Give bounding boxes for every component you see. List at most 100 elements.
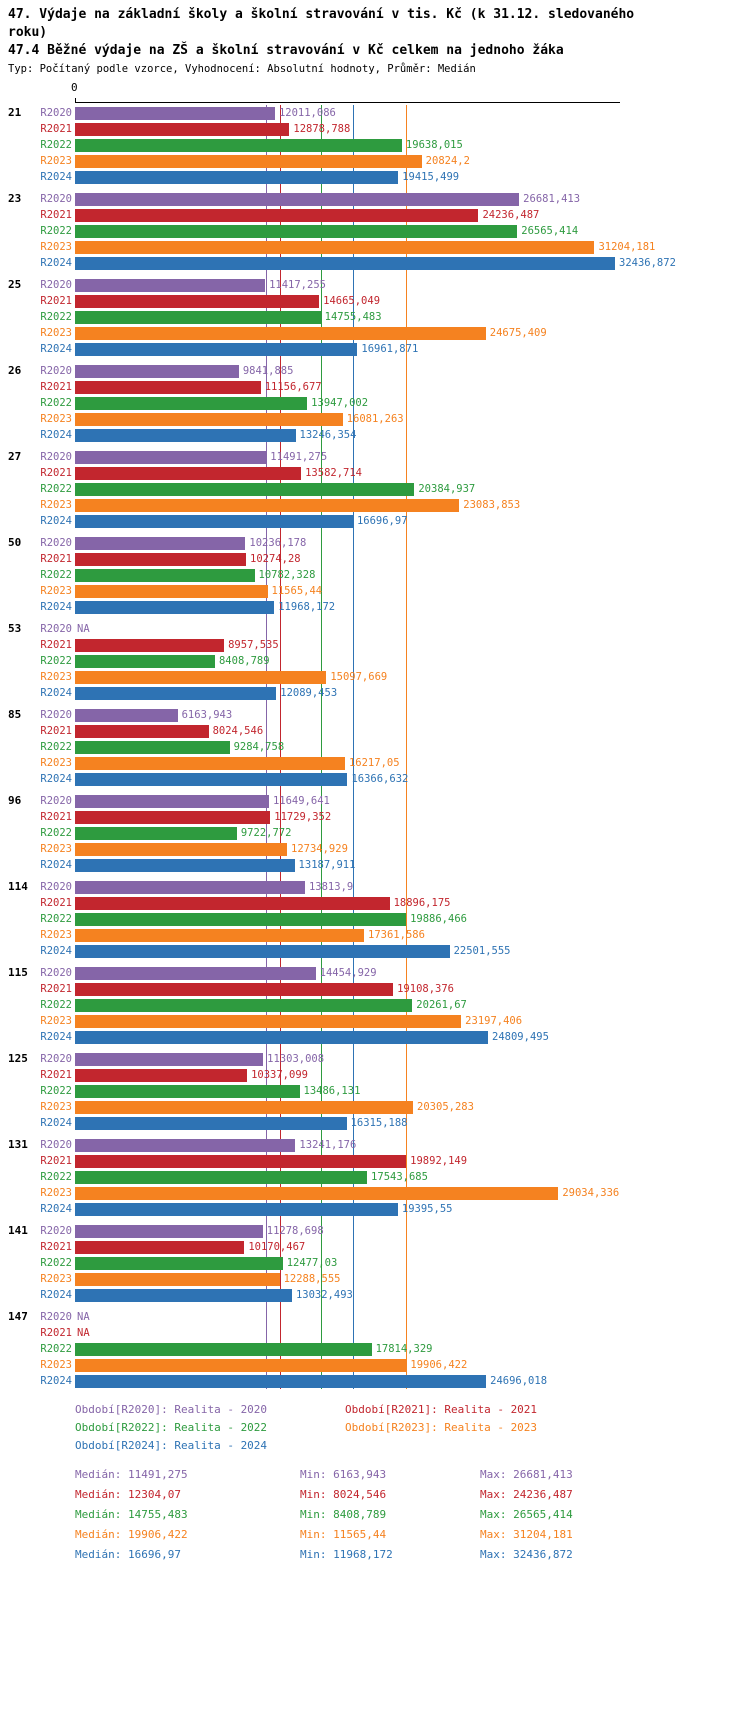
series-year-label: R2024 bbox=[40, 1117, 72, 1129]
bar-value-label: 26681,413 bbox=[523, 193, 581, 205]
bar-141-r2020 bbox=[75, 1224, 263, 1238]
group-label: 141 bbox=[8, 1224, 28, 1237]
bar-value-label: 9722,772 bbox=[240, 827, 292, 839]
bar-row: R2020 11278,698 bbox=[0, 1223, 750, 1239]
series-year-label: R2020 bbox=[40, 1139, 72, 1151]
bar-row: R2023 16081,263 bbox=[0, 411, 750, 427]
group-label: 26 bbox=[8, 364, 22, 377]
bar-row: R2022 20261,67 bbox=[0, 997, 750, 1013]
bar-row: R2023 20305,283 bbox=[0, 1099, 750, 1115]
bar-125-r2021 bbox=[75, 1068, 248, 1082]
bar-row: R2024 11968,172 bbox=[0, 599, 750, 615]
bar-23-r2022 bbox=[75, 224, 518, 238]
bar-row: R2022 9284,758 bbox=[0, 739, 750, 755]
bar-row: R2022 20384,937 bbox=[0, 481, 750, 497]
bar-85-r2020 bbox=[75, 708, 178, 722]
bar-value-label: 14665,049 bbox=[323, 295, 381, 307]
stat-max: Max: 24236,487 bbox=[480, 1488, 573, 1501]
bar-row: R2021 10170,467 bbox=[0, 1239, 750, 1255]
bar-27-r2024 bbox=[75, 514, 353, 528]
bar-row: R2023 17361,586 bbox=[0, 927, 750, 943]
axis-origin-label: 0 bbox=[71, 81, 78, 94]
bar-row: R2021 11729,352 bbox=[0, 809, 750, 825]
bar-27-r2022 bbox=[75, 482, 415, 496]
bar-row: R2021 24236,487 bbox=[0, 207, 750, 223]
bar-row: R2021 10337,099 bbox=[0, 1067, 750, 1083]
bar-row: R2022 19638,015 bbox=[0, 137, 750, 153]
bar-value-label: 8024,546 bbox=[212, 725, 264, 737]
legend: Období[R2020]: Realita - 2020 Období[R202… bbox=[75, 1403, 750, 1453]
series-year-label: R2022 bbox=[40, 655, 72, 667]
series-year-label: R2024 bbox=[40, 859, 72, 871]
bar-value-label: 11303,008 bbox=[267, 1053, 325, 1065]
group-label: 27 bbox=[8, 450, 22, 463]
series-year-label: R2021 bbox=[40, 123, 72, 135]
series-year-label: R2022 bbox=[40, 1257, 72, 1269]
bar-114-r2024 bbox=[75, 944, 450, 958]
series-year-label: R2023 bbox=[40, 671, 72, 683]
series-year-label: R2020 bbox=[40, 623, 72, 635]
series-year-label: R2022 bbox=[40, 397, 72, 409]
bar-row: R2021 12878,788 bbox=[0, 121, 750, 137]
series-year-label: R2024 bbox=[40, 945, 72, 957]
series-year-label: R2022 bbox=[40, 1085, 72, 1097]
series-year-label: R2023 bbox=[40, 241, 72, 253]
bar-value-label: 13486,131 bbox=[303, 1085, 361, 1097]
bar-21-r2023 bbox=[75, 154, 422, 168]
bar-group-125: 125 R2020 11303,008 R2021 10337,099 R2022 1348… bbox=[0, 1051, 750, 1131]
bar-114-r2023 bbox=[75, 928, 365, 942]
bar-row: R2022 12477,03 bbox=[0, 1255, 750, 1271]
series-year-label: R2020 bbox=[40, 537, 72, 549]
median-line-r2024 bbox=[352, 105, 354, 1389]
bar-row: R2022 8408,789 bbox=[0, 653, 750, 669]
stat-max: Max: 26681,413 bbox=[480, 1468, 573, 1481]
series-year-label: R2023 bbox=[40, 1101, 72, 1113]
bar-53-r2021 bbox=[75, 638, 225, 652]
series-year-label: R2023 bbox=[40, 1015, 72, 1027]
bar-value-label: 16081,263 bbox=[346, 413, 404, 425]
stat-max: Max: 31204,181 bbox=[480, 1528, 573, 1541]
bar-value-label: 13947,002 bbox=[311, 397, 369, 409]
bar-value-label: 12089,453 bbox=[280, 687, 338, 699]
group-label: 50 bbox=[8, 536, 22, 549]
series-year-label: R2020 bbox=[40, 881, 72, 893]
bar-23-r2024 bbox=[75, 256, 615, 270]
bar-value-label: 13813,9 bbox=[308, 881, 354, 893]
bar-25-r2023 bbox=[75, 326, 486, 340]
x-axis: 0 bbox=[0, 81, 750, 103]
group-label: 96 bbox=[8, 794, 22, 807]
series-year-label: R2023 bbox=[40, 1187, 72, 1199]
bar-row: R2024 13032,493 bbox=[0, 1287, 750, 1303]
bar-value-label: 13187,911 bbox=[298, 859, 356, 871]
bar-row: R2020 6163,943 bbox=[0, 707, 750, 723]
bar-96-r2024 bbox=[75, 858, 295, 872]
bar-row: R2023 24675,409 bbox=[0, 325, 750, 341]
bar-value-label: 19108,376 bbox=[397, 983, 455, 995]
bar-value-label: 12288,555 bbox=[283, 1273, 341, 1285]
bar-value-label: 13032,493 bbox=[295, 1289, 353, 1301]
bar-value-label: 13246,354 bbox=[299, 429, 357, 441]
bar-value-label: 14454,929 bbox=[319, 967, 377, 979]
bar-25-r2020 bbox=[75, 278, 266, 292]
series-year-label: R2021 bbox=[40, 1155, 72, 1167]
bar-value-label: 24809,495 bbox=[492, 1031, 549, 1043]
series-year-label: R2024 bbox=[40, 687, 72, 699]
bar-147-r2023 bbox=[75, 1358, 407, 1372]
bar-row: R2023 15097,669 bbox=[0, 669, 750, 685]
bar-21-r2020 bbox=[75, 106, 275, 120]
bar-53-r2023 bbox=[75, 670, 327, 684]
bar-50-r2024 bbox=[75, 600, 275, 614]
bar-row: R2022 13486,131 bbox=[0, 1083, 750, 1099]
bar-group-50: 50 R2020 10236,178 R2021 10274,28 R2022 10782,… bbox=[0, 535, 750, 615]
series-year-label: R2022 bbox=[40, 913, 72, 925]
bar-26-r2024 bbox=[75, 428, 296, 442]
bar-value-label: 18896,175 bbox=[393, 897, 451, 909]
series-year-label: R2024 bbox=[40, 773, 72, 785]
bar-21-r2022 bbox=[75, 138, 402, 152]
bar-group-27: 27 R2020 11491,275 R2021 13582,714 R2022 20384… bbox=[0, 449, 750, 529]
bar-value-label: 10782,328 bbox=[258, 569, 316, 581]
bar-value-label: 15097,669 bbox=[330, 671, 388, 683]
series-year-label: R2021 bbox=[40, 553, 72, 565]
series-year-label: R2021 bbox=[40, 811, 72, 823]
bar-85-r2023 bbox=[75, 756, 345, 770]
